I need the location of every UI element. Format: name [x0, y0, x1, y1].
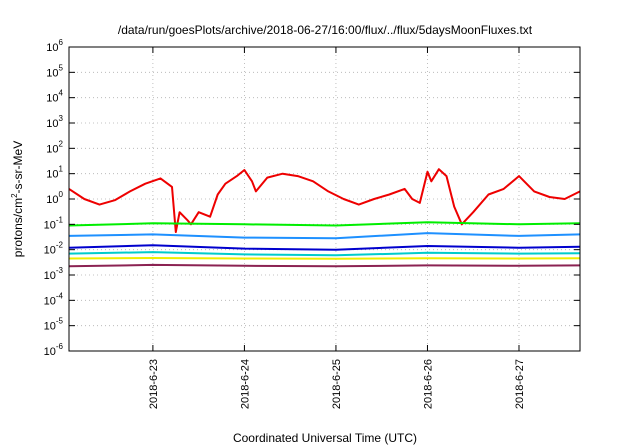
series-line — [68, 221, 581, 227]
y-tick-label: 102 — [46, 139, 63, 155]
y-tick-exponent: 0 — [59, 190, 64, 199]
y-tick-label: 100 — [46, 190, 63, 206]
y-tick-label: 103 — [46, 114, 63, 130]
y-tick-mantissa: 10 — [44, 270, 56, 282]
x-axis-label: Coordinated Universal Time (UTC) — [233, 431, 417, 445]
series-line — [68, 263, 581, 268]
y-tick-label: 101 — [46, 165, 63, 181]
chart-title: /data/run/goesPlots/archive/2018-06-27/1… — [118, 23, 533, 37]
y-tick-mantissa: 10 — [44, 245, 56, 257]
y-axis-label: protons/cm2-s-sr-MeV — [10, 141, 25, 257]
y-tick-mantissa: 10 — [44, 346, 56, 358]
y-tick-mantissa: 10 — [46, 42, 58, 54]
y-tick-exponent: 2 — [59, 139, 64, 148]
y-axis-label-unit: protons/cm — [11, 198, 25, 257]
y-axis-ticks: 10-610-510-410-310-210-11001011021031041… — [44, 38, 580, 358]
y-tick-exponent: -5 — [56, 317, 64, 326]
y-tick-label: 10-5 — [44, 317, 64, 333]
x-tick-label: 2018-6-23 — [148, 359, 160, 409]
series-line — [68, 232, 581, 240]
y-tick-label: 106 — [46, 38, 63, 54]
x-tick-label: 2018-6-24 — [239, 359, 251, 409]
y-tick-mantissa: 10 — [46, 118, 58, 130]
y-tick-exponent: 6 — [59, 38, 64, 47]
y-tick-exponent: 3 — [59, 114, 64, 123]
y-tick-exponent: 5 — [59, 63, 64, 72]
y-tick-mantissa: 10 — [46, 169, 58, 181]
y-tick-exponent: -3 — [56, 266, 64, 275]
y-tick-exponent: -1 — [56, 215, 64, 224]
series-line — [68, 244, 581, 251]
grid-lines — [69, 47, 580, 351]
x-tick-label: 2018-6-25 — [331, 359, 343, 409]
y-tick-label: 104 — [46, 89, 63, 105]
y-tick-label: 10-2 — [44, 241, 64, 257]
y-axis-label-rest: -s-sr-MeV — [11, 141, 25, 194]
y-tick-label: 10-4 — [44, 291, 64, 307]
y-tick-exponent: -2 — [56, 241, 64, 250]
x-tick-label: 2018-6-26 — [422, 359, 434, 409]
y-tick-mantissa: 10 — [46, 194, 58, 206]
y-tick-mantissa: 10 — [46, 67, 58, 79]
series-line — [68, 251, 581, 257]
y-tick-mantissa: 10 — [46, 93, 58, 105]
y-tick-label: 10-1 — [44, 215, 64, 231]
x-tick-label: 2018-6-27 — [514, 359, 526, 409]
x-axis-ticks: 2018-6-23 2018-6-24 2018-6-25 2018-6-26 2018… — [148, 47, 526, 409]
y-tick-exponent: 4 — [59, 89, 64, 98]
series-line — [68, 168, 581, 233]
y-tick-exponent: -4 — [56, 291, 64, 300]
y-tick-label: 10-3 — [44, 266, 64, 282]
y-tick-mantissa: 10 — [44, 321, 56, 333]
y-tick-mantissa: 10 — [46, 143, 58, 155]
y-tick-mantissa: 10 — [44, 295, 56, 307]
y-axis-label-exponent: 2 — [10, 193, 19, 198]
y-tick-exponent: -6 — [56, 342, 64, 351]
y-tick-label: 105 — [46, 63, 63, 79]
series-line — [68, 257, 581, 260]
y-tick-mantissa: 10 — [44, 219, 56, 231]
y-tick-label: 10-6 — [44, 342, 64, 358]
y-tick-exponent: 1 — [59, 165, 64, 174]
data-series — [68, 168, 581, 268]
